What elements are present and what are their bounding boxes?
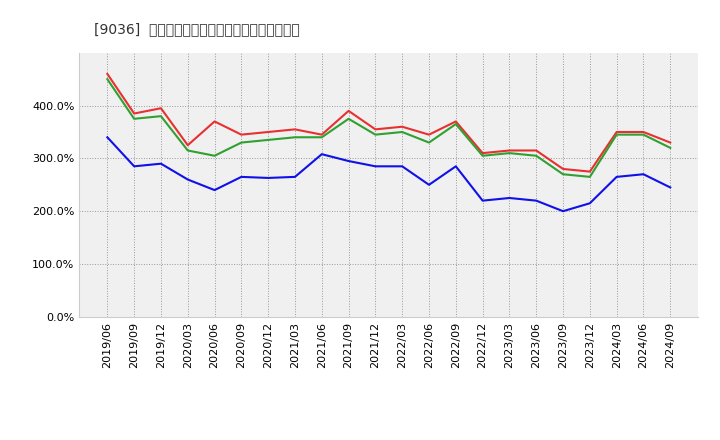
流動比率 <box>612 129 621 135</box>
流動比率 <box>666 140 675 145</box>
現預金比率 <box>612 174 621 180</box>
当座比率 <box>371 132 379 137</box>
当座比率 <box>237 140 246 145</box>
現預金比率 <box>398 164 407 169</box>
現預金比率 <box>532 198 541 203</box>
現預金比率 <box>585 201 594 206</box>
流動比率 <box>639 129 648 135</box>
流動比率 <box>371 127 379 132</box>
当座比率 <box>478 153 487 158</box>
当座比率 <box>425 140 433 145</box>
当座比率 <box>291 135 300 140</box>
流動比率 <box>264 129 272 135</box>
現預金比率 <box>371 164 379 169</box>
当座比率 <box>451 121 460 127</box>
現預金比率 <box>425 182 433 187</box>
流動比率 <box>318 132 326 137</box>
流動比率 <box>398 124 407 129</box>
現預金比率 <box>639 172 648 177</box>
当座比率 <box>344 116 353 121</box>
流動比率 <box>210 119 219 124</box>
当座比率 <box>585 174 594 180</box>
現預金比率 <box>264 175 272 180</box>
現預金比率 <box>130 164 138 169</box>
Legend: 流動比率, 当座比率, 現預金比率: 流動比率, 当座比率, 現預金比率 <box>248 434 529 440</box>
現預金比率 <box>103 135 112 140</box>
流動比率 <box>157 106 166 111</box>
当座比率 <box>184 148 192 153</box>
現預金比率 <box>210 187 219 193</box>
当座比率 <box>639 132 648 137</box>
流動比率 <box>130 111 138 116</box>
当座比率 <box>398 129 407 135</box>
当座比率 <box>505 150 514 156</box>
流動比率 <box>425 132 433 137</box>
流動比率 <box>505 148 514 153</box>
現預金比率 <box>478 198 487 203</box>
現預金比率 <box>505 195 514 201</box>
流動比率 <box>237 132 246 137</box>
当座比率 <box>264 137 272 143</box>
流動比率 <box>532 148 541 153</box>
流動比率 <box>559 166 567 172</box>
現預金比率 <box>184 177 192 182</box>
当座比率 <box>210 153 219 158</box>
Line: 現預金比率: 現預金比率 <box>107 137 670 211</box>
当座比率 <box>559 172 567 177</box>
当座比率 <box>130 116 138 121</box>
流動比率 <box>451 119 460 124</box>
現預金比率 <box>318 151 326 157</box>
流動比率 <box>344 108 353 114</box>
流動比率 <box>291 127 300 132</box>
Line: 流動比率: 流動比率 <box>107 74 670 172</box>
Line: 当座比率: 当座比率 <box>107 79 670 177</box>
当座比率 <box>157 114 166 119</box>
現預金比率 <box>291 174 300 180</box>
当座比率 <box>103 77 112 82</box>
流動比率 <box>184 143 192 148</box>
現預金比率 <box>157 161 166 166</box>
流動比率 <box>585 169 594 174</box>
現預金比率 <box>666 185 675 190</box>
現預金比率 <box>451 164 460 169</box>
流動比率 <box>103 71 112 77</box>
現預金比率 <box>559 209 567 214</box>
現預金比率 <box>237 174 246 180</box>
当座比率 <box>666 145 675 150</box>
当座比率 <box>532 153 541 158</box>
流動比率 <box>478 150 487 156</box>
Text: [9036]  流動比率、当座比率、現預金比率の推移: [9036] 流動比率、当座比率、現預金比率の推移 <box>94 22 300 36</box>
現預金比率 <box>344 158 353 164</box>
当座比率 <box>612 132 621 137</box>
当座比率 <box>318 135 326 140</box>
